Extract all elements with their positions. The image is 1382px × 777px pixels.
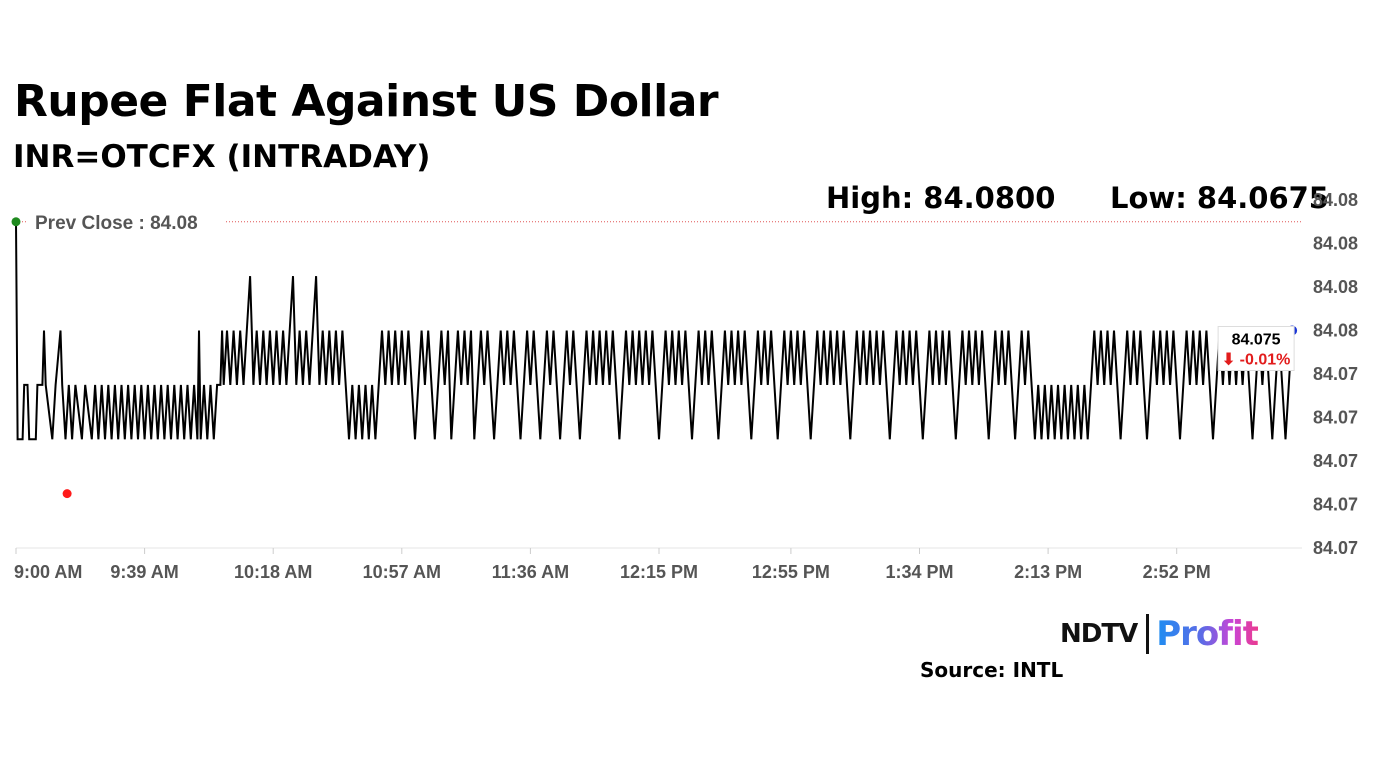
y-tick-label: 84.07 (1313, 495, 1358, 515)
x-tick-label: 11:36 AM (492, 562, 569, 582)
profit-wordmark: Profit (1156, 614, 1259, 654)
high-value-label: High: 84.0800 (826, 181, 1056, 215)
x-tick-label: 12:55 PM (752, 562, 830, 582)
ndtv-profit-logo: NDTV Profit (1060, 612, 1259, 656)
logo-separator (1146, 614, 1150, 654)
x-tick-label: 2:52 PM (1143, 562, 1211, 582)
y-tick-label: 84.08 (1313, 277, 1358, 297)
x-tick-label: 9:00 AM (14, 562, 82, 582)
low-value-label: Low: 84.0675 (1110, 181, 1329, 215)
y-tick-label: 84.07 (1313, 538, 1358, 558)
chart-subtitle: INR=OTCFX (INTRADAY) (13, 139, 431, 175)
x-tick-label: 2:13 PM (1014, 562, 1082, 582)
chart-title: Rupee Flat Against US Dollar (14, 76, 719, 127)
y-tick-label: 84.07 (1313, 364, 1358, 384)
prev-close-label-bg (28, 207, 224, 234)
y-tick-label: 84.08 (1313, 321, 1358, 341)
x-tick-label: 1:34 PM (885, 562, 953, 582)
x-tick-label: 10:57 AM (363, 562, 441, 582)
change-percent-label: ⬇ -0.01% (1222, 352, 1291, 369)
open-marker (11, 217, 21, 227)
x-tick-label: 9:39 AM (110, 562, 178, 582)
price-line (15, 221, 1294, 441)
y-tick-label: 84.08 (1313, 234, 1358, 254)
last-value-box (1217, 326, 1295, 371)
y-tick-label: 84.07 (1313, 408, 1358, 428)
low-marker (62, 489, 72, 499)
x-tick-label: 12:15 PM (620, 562, 698, 582)
intraday-chart: 9:00 AM 9:39 AM 10:18 AM 10:57 AM 11:36 AM 12… (11, 190, 1358, 582)
y-tick-label: 84.08 (1313, 190, 1358, 210)
prev-close-label: Prev Close : 84.08 (35, 213, 198, 234)
y-tick-label: 84.07 (1313, 451, 1358, 471)
source-note: Source: INTL (920, 658, 1064, 682)
last-value-label: 84.075 (1232, 332, 1281, 349)
x-tick-label: 10:18 AM (234, 562, 312, 582)
ndtv-wordmark: NDTV (1060, 619, 1138, 649)
